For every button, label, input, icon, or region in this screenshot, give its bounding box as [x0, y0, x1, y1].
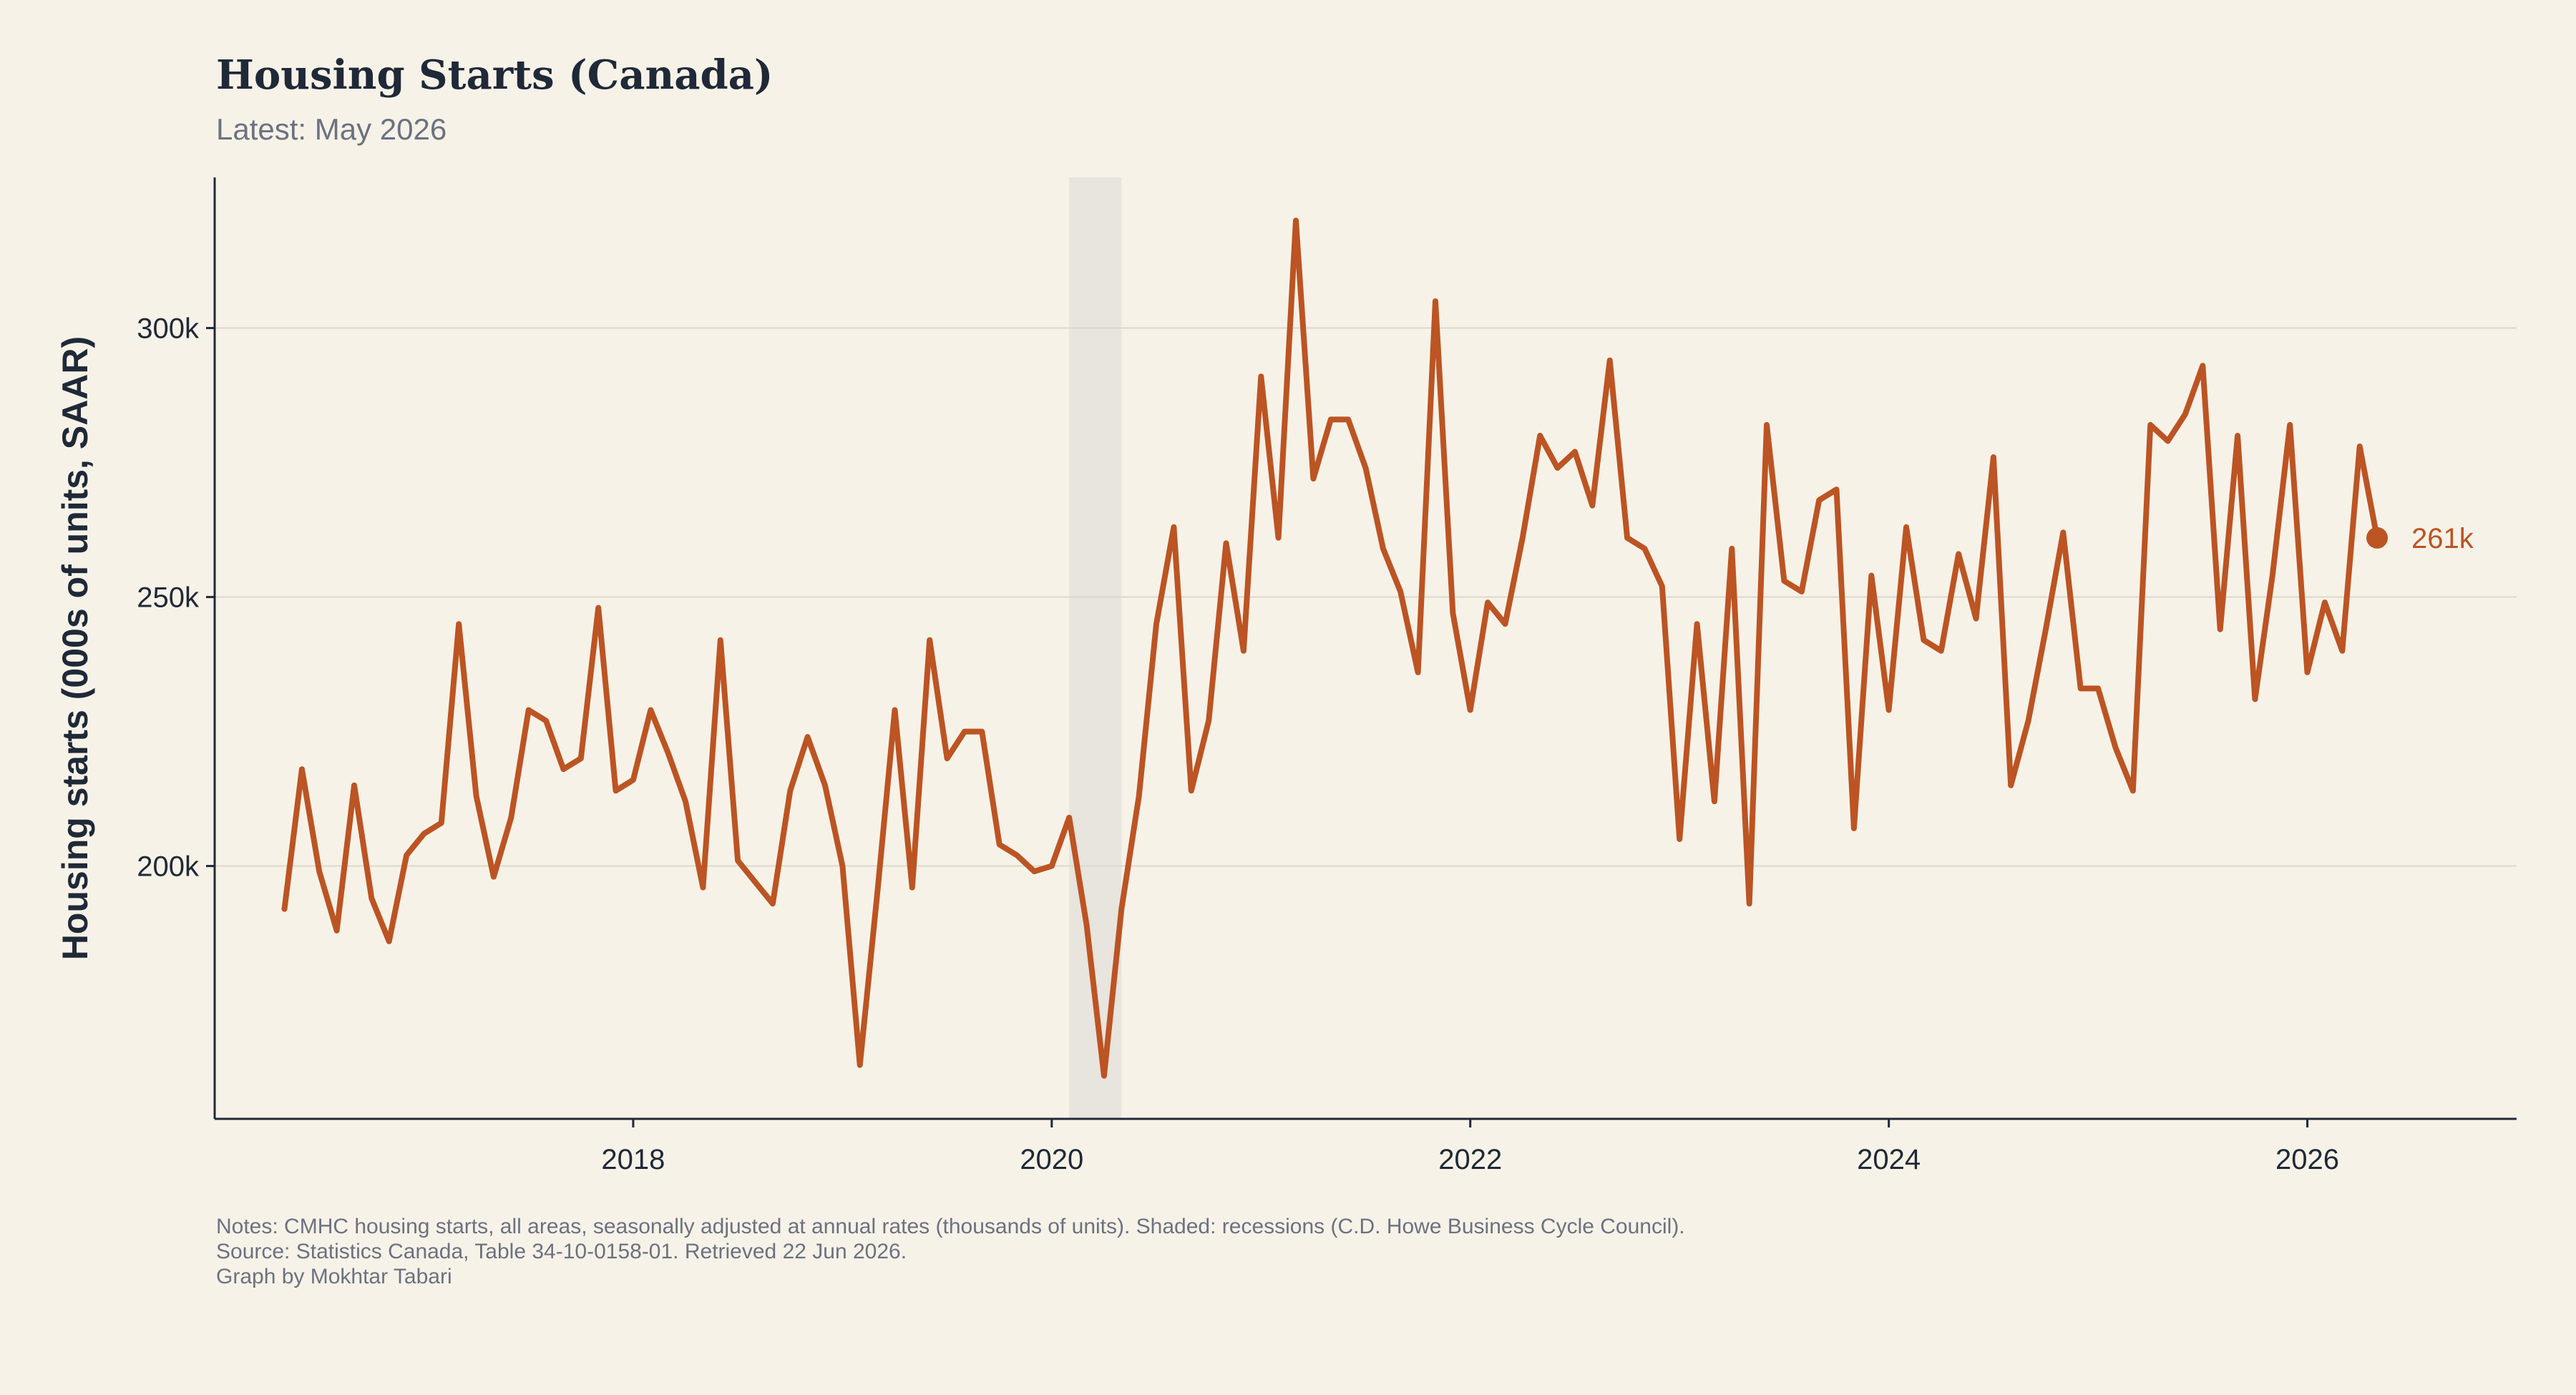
x-tick-label: 2018 [601, 1144, 665, 1175]
x-tick-label: 2026 [2275, 1144, 2339, 1175]
x-tick-label: 2020 [1020, 1144, 1083, 1175]
y-gridlines [215, 327, 2517, 867]
credit-line: Graph by Mokhtar Tabari [216, 1265, 452, 1288]
x-axis-ticks: 2018 2020 2022 2024 2026 [601, 1119, 2339, 1175]
series-line [281, 217, 2380, 1079]
chart-title: Housing Starts (Canada) [216, 52, 773, 99]
x-tick-label: 2022 [1438, 1144, 1502, 1175]
y-axis-ticks: 200k 250k 300k [137, 313, 215, 883]
y-axis-label: Housing starts (000s of units, SAAR) [55, 336, 95, 960]
chart-subtitle: Latest: May 2026 [216, 112, 447, 146]
x-tick-label: 2024 [1857, 1144, 1921, 1175]
y-tick-label: 200k [137, 851, 200, 883]
notes-line-1: Notes: CMHC housing starts, all areas, s… [216, 1215, 1685, 1238]
y-tick-label: 300k [137, 313, 200, 345]
latest-value-label: 261k [2411, 523, 2474, 554]
recession-bands [1069, 177, 1122, 1119]
source-line: Source: Statistics Canada, Table 34-10-0… [216, 1240, 907, 1263]
y-tick-label: 250k [137, 582, 200, 614]
recession-band [1069, 177, 1122, 1119]
latest-point-marker [2366, 527, 2389, 549]
plot-area: 261k [281, 217, 2474, 1079]
